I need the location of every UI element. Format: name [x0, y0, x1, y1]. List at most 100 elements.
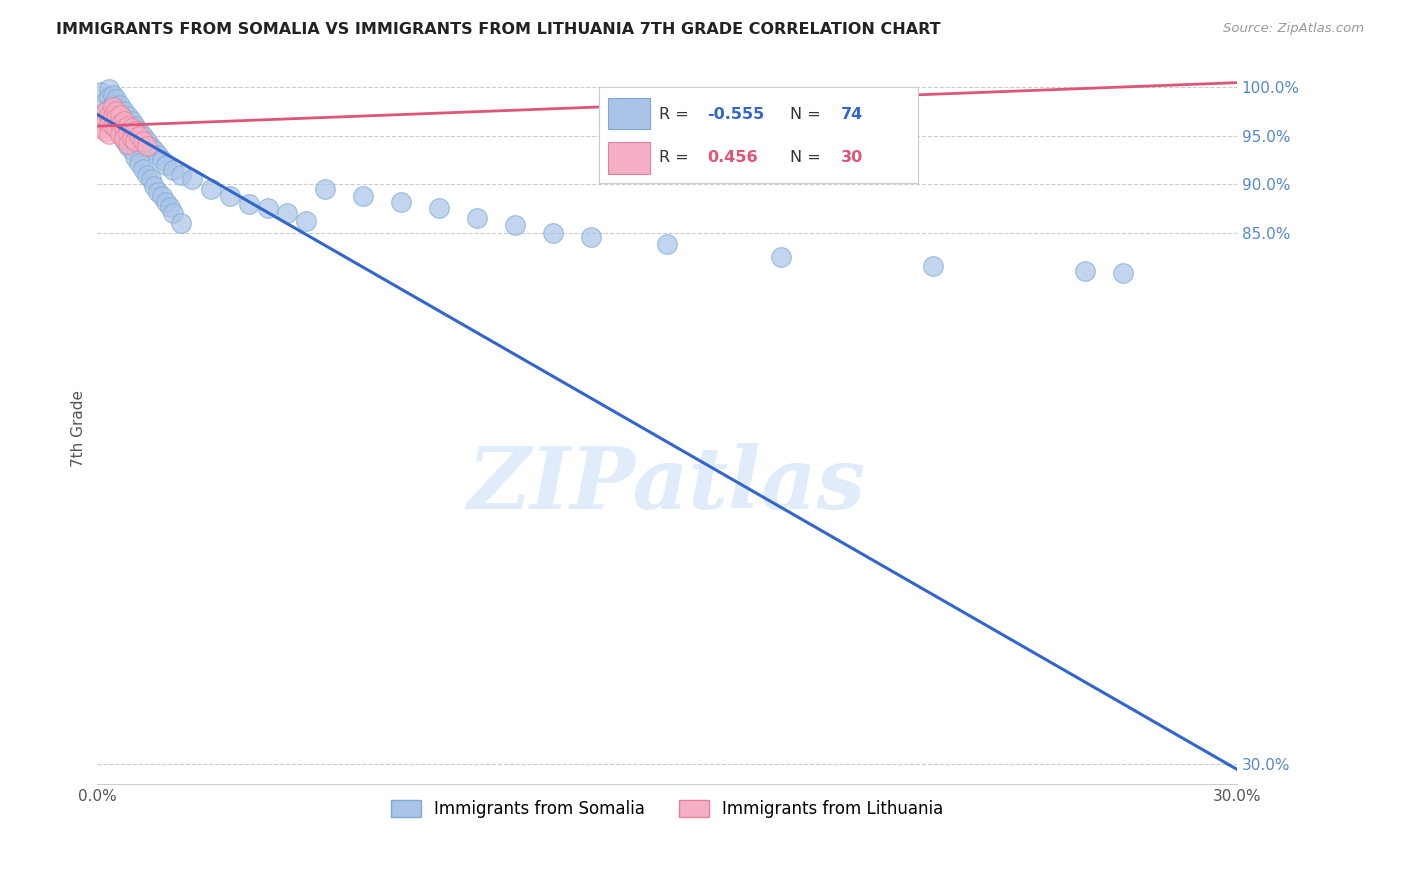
Point: [94, 114, 117, 128]
Point: [143, 179, 166, 194]
Point: [117, 127, 139, 141]
Point: [150, 153, 173, 167]
Point: [101, 119, 124, 133]
Point: [146, 185, 169, 199]
Text: IMMIGRANTS FROM SOMALIA VS IMMIGRANTS FROM LITHUANIA 7TH GRADE CORRELATION CHART: IMMIGRANTS FROM SOMALIA VS IMMIGRANTS FR…: [56, 22, 941, 37]
Point: [124, 134, 146, 148]
Point: [503, 218, 526, 232]
Point: [124, 124, 146, 138]
Text: Source: ZipAtlas.com: Source: ZipAtlas.com: [1223, 22, 1364, 36]
Point: [108, 98, 131, 112]
Point: [655, 237, 678, 252]
Point: [132, 128, 155, 143]
Point: [108, 107, 131, 121]
Point: [97, 107, 120, 121]
Point: [101, 100, 124, 114]
Point: [155, 194, 177, 209]
Point: [112, 121, 135, 136]
Point: [257, 202, 280, 216]
Point: [105, 112, 128, 126]
Point: [295, 214, 318, 228]
Point: [121, 124, 143, 138]
Point: [105, 92, 128, 106]
Point: [101, 110, 124, 124]
Point: [112, 130, 135, 145]
Point: [108, 117, 131, 131]
Point: [922, 260, 945, 274]
Y-axis label: 7th Grade: 7th Grade: [72, 390, 86, 467]
Point: [238, 196, 260, 211]
Point: [105, 102, 128, 116]
Point: [112, 103, 135, 118]
Point: [94, 104, 117, 119]
Point: [1112, 266, 1135, 280]
Point: [579, 230, 602, 244]
Point: [219, 188, 242, 202]
Point: [108, 127, 131, 141]
Point: [132, 134, 155, 148]
Point: [181, 172, 204, 186]
Point: [101, 88, 124, 103]
Point: [112, 114, 135, 128]
Point: [135, 134, 157, 148]
Point: [105, 103, 128, 118]
Point: [124, 119, 146, 133]
Point: [427, 202, 450, 216]
Point: [128, 124, 150, 138]
Point: [128, 156, 150, 170]
Point: [108, 107, 131, 121]
Point: [769, 250, 792, 264]
Point: [170, 216, 193, 230]
Point: [150, 188, 173, 202]
Point: [117, 136, 139, 151]
Point: [132, 138, 155, 153]
Point: [97, 90, 120, 104]
Point: [124, 128, 146, 143]
Point: [541, 226, 564, 240]
Point: [162, 162, 184, 177]
Point: [389, 194, 412, 209]
Point: [117, 119, 139, 133]
Point: [97, 117, 120, 131]
Point: [97, 82, 120, 96]
Point: [135, 138, 157, 153]
Point: [90, 121, 112, 136]
Point: [276, 206, 298, 220]
Point: [101, 98, 124, 112]
Point: [314, 182, 336, 196]
Point: [105, 121, 128, 136]
Point: [170, 168, 193, 182]
Point: [101, 110, 124, 124]
Point: [94, 95, 117, 109]
Point: [128, 134, 150, 148]
Point: [112, 112, 135, 126]
Text: ZIPatlas: ZIPatlas: [468, 443, 866, 527]
Point: [90, 112, 112, 126]
Point: [90, 85, 112, 99]
Point: [139, 140, 162, 154]
Point: [117, 119, 139, 133]
Point: [117, 110, 139, 124]
Point: [105, 119, 128, 133]
Point: [121, 144, 143, 158]
Point: [117, 138, 139, 153]
Point: [124, 150, 146, 164]
Point: [97, 127, 120, 141]
Point: [97, 102, 120, 116]
Point: [121, 121, 143, 136]
Point: [143, 144, 166, 158]
Point: [108, 117, 131, 131]
Point: [94, 104, 117, 119]
Point: [135, 168, 157, 182]
Point: [121, 130, 143, 145]
Point: [352, 188, 374, 202]
Point: [200, 182, 222, 196]
Point: [155, 158, 177, 172]
Point: [465, 211, 488, 225]
Point: [94, 124, 117, 138]
Point: [112, 121, 135, 136]
Legend: Immigrants from Somalia, Immigrants from Lithuania: Immigrants from Somalia, Immigrants from…: [384, 794, 950, 825]
Point: [1074, 264, 1097, 278]
Point: [128, 128, 150, 143]
Point: [108, 127, 131, 141]
